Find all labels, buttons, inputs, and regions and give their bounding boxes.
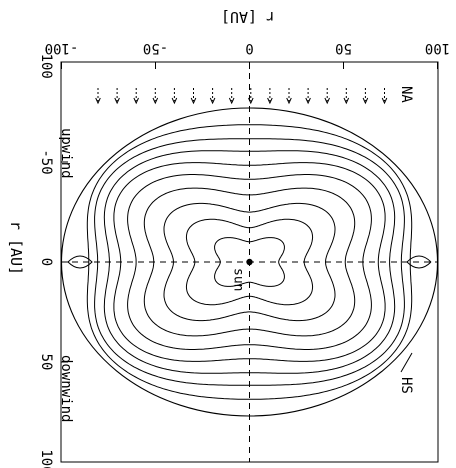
top-axis-ticks: -100 -50 0 50 100 [45,40,450,69]
hs-label: HS [398,377,414,394]
heliosphere-boundary [60,107,439,417]
left-tick-label-2: 0 [38,258,54,266]
inflow-arrowhead-3 [152,97,159,105]
inflow-arrowhead-8 [248,97,254,105]
left-tick-label-3: 50 [38,354,54,371]
left-axis-label: r [AU] [7,221,25,275]
upwind-label: upwind [58,128,74,179]
contour-line-6 [103,150,396,374]
inflow-arrowhead-14 [362,97,369,105]
left-tick-label-4: 100 [38,449,54,468]
inflow-arrowhead-0 [95,97,101,105]
sun-label: sun [231,268,246,291]
inflow-arrows [95,88,388,105]
hs-pointer-line [400,352,413,373]
inflow-arrowhead-13 [343,97,350,105]
inflow-arrowhead-9 [267,97,273,105]
right-edge-bump [406,255,432,269]
inflow-arrowhead-6 [209,97,216,105]
top-axis-label: r [AU] [221,8,275,26]
top-tick-label-2: 0 [245,40,253,56]
sun-marker [246,258,253,266]
left-tick-label-1: -50 [38,149,54,174]
inflow-arrowhead-5 [190,97,197,105]
top-tick-label-1: -50 [143,40,168,56]
contour-line-7 [94,138,405,386]
inflow-arrowhead-12 [324,97,330,105]
na-label: NA [398,86,414,103]
inflow-arrowhead-11 [305,97,311,105]
downwind-label: downwind [58,355,74,422]
left-tick-label-0: -100 [38,45,54,79]
contour-line-4 [127,174,372,350]
contour-line-3 [143,187,356,337]
inflow-arrowhead-15 [381,97,388,105]
contour-line-8 [86,124,413,400]
contour-line-1 [185,218,314,306]
inflow-arrowhead-1 [114,97,120,105]
top-tick-label-4: 100 [425,40,450,56]
inflow-arrowhead-2 [133,97,139,105]
top-tick-label-0: -100 [45,40,79,56]
top-tick-label-3: 50 [335,40,352,56]
inflow-arrowhead-10 [286,97,292,105]
left-axis-ticks: -100 -50 0 50 100 [38,45,68,468]
inflow-arrowhead-4 [171,97,178,105]
contour-lines [67,124,432,400]
contour-line-2 [163,202,336,322]
inflow-arrowhead-7 [228,97,235,105]
left-edge-bump [67,255,93,269]
contour-line-5 [113,162,386,362]
contour-line-0 [214,237,285,287]
